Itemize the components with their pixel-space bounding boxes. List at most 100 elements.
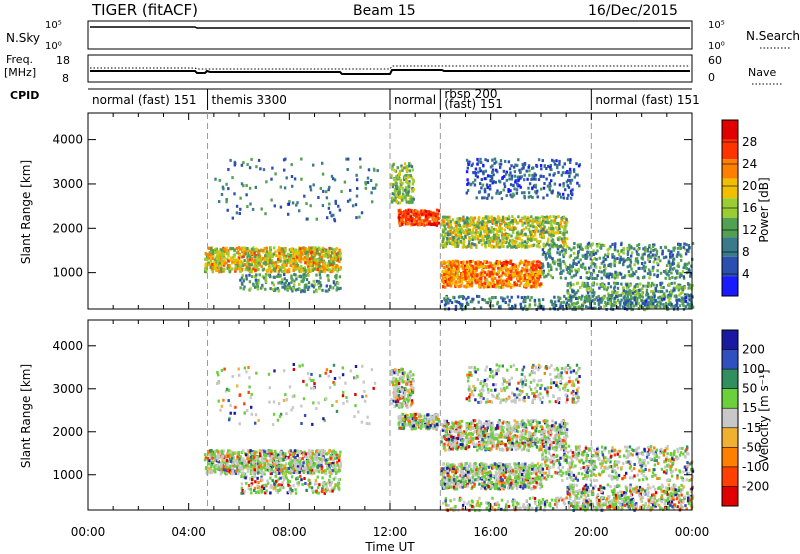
- data-cell: [275, 275, 278, 279]
- data-cell: [474, 233, 478, 237]
- cpid-segment-label: normal: [394, 93, 436, 107]
- data-cell: [606, 302, 610, 305]
- data-cell: [239, 207, 242, 211]
- data-cell: [573, 251, 576, 255]
- data-cell: [532, 281, 535, 285]
- data-cell: [530, 238, 533, 242]
- data-cell: [336, 258, 339, 262]
- data-cell: [580, 297, 583, 301]
- data-cell: [278, 246, 281, 250]
- data-cell: [474, 174, 478, 177]
- y-tick-label: 4000: [52, 133, 83, 147]
- data-cell: [477, 170, 480, 174]
- data-cell: [494, 265, 497, 268]
- data-cell: [435, 208, 439, 212]
- data-cell: [650, 247, 653, 251]
- data-cell: [307, 273, 310, 277]
- data-cell: [390, 174, 393, 178]
- data-cell: [488, 187, 492, 191]
- data-cell: [289, 453, 292, 456]
- data-cell: [259, 167, 262, 171]
- data-cell: [442, 285, 445, 289]
- data-cell: [668, 252, 672, 256]
- data-cell: [245, 184, 248, 188]
- data-cell: [452, 227, 456, 231]
- data-cell: [450, 278, 454, 282]
- data-cell: [453, 263, 456, 267]
- data-cell: [314, 246, 317, 250]
- data-cell: [524, 259, 527, 263]
- data-cell: [510, 245, 513, 249]
- data-cell: [212, 254, 215, 258]
- data-cell: [482, 273, 485, 277]
- data-cell: [451, 238, 455, 242]
- data-cell: [571, 302, 574, 306]
- data-cell: [544, 253, 547, 256]
- data-cell: [441, 270, 444, 274]
- data-cell: [614, 270, 617, 274]
- data-cell: [271, 166, 274, 170]
- data-cell: [367, 168, 371, 172]
- nsky-tick-hi-left: 10⁵: [45, 20, 62, 31]
- data-cell: [325, 190, 328, 194]
- data-cell: [415, 220, 419, 224]
- data-cell: [605, 288, 609, 292]
- data-cell: [689, 272, 692, 276]
- data-cell: [559, 244, 562, 248]
- data-cell: [550, 219, 553, 223]
- data-cell: [242, 252, 245, 256]
- data-cell: [264, 274, 267, 278]
- data-cell: [511, 304, 514, 308]
- data-cell: [406, 188, 409, 192]
- data-cell: [411, 182, 414, 186]
- data-cell: [667, 273, 670, 277]
- data-cell: [589, 304, 592, 307]
- data-cell: [499, 306, 502, 310]
- data-cell: [652, 253, 655, 257]
- data-cell: [534, 190, 537, 194]
- data-cell: [476, 264, 480, 268]
- data-cell: [647, 306, 651, 310]
- data-cell: [235, 247, 239, 250]
- data-cell: [616, 298, 620, 302]
- data-cell: [290, 280, 293, 284]
- data-cell: [485, 266, 488, 270]
- data-cell: [324, 254, 327, 258]
- data-cell: [283, 282, 286, 286]
- data-cell: [297, 249, 300, 253]
- data-cell: [631, 274, 635, 278]
- data-cell: [657, 300, 660, 304]
- data-cell: [517, 264, 521, 268]
- data-cell: [234, 258, 237, 262]
- data-cell: [630, 254, 633, 258]
- data-cell: [298, 282, 301, 286]
- data-cell: [550, 235, 553, 239]
- data-cell: [539, 235, 542, 238]
- data-cell: [399, 208, 402, 212]
- data-cell: [493, 283, 496, 287]
- data-cell: [662, 303, 665, 307]
- data-cell: [266, 268, 269, 272]
- data-cell: [579, 245, 582, 248]
- data-cell: [685, 243, 688, 247]
- data-cell: [490, 236, 494, 240]
- data-cell: [300, 264, 303, 268]
- data-cell: [542, 196, 545, 200]
- data-cell: [500, 274, 503, 278]
- data-cell: [527, 262, 530, 266]
- data-cell: [622, 291, 625, 295]
- data-cell: [328, 261, 332, 265]
- data-cell: [472, 219, 475, 223]
- data-cell: [479, 230, 482, 233]
- data-cell: [588, 244, 591, 248]
- data-cell: [581, 262, 585, 266]
- data-cell: [462, 215, 465, 219]
- data-cell: [536, 276, 539, 279]
- data-cell: [685, 267, 688, 270]
- data-cell: [664, 255, 668, 259]
- data-cell: [240, 281, 244, 285]
- data-cell: [666, 294, 670, 298]
- data-cell: [524, 245, 528, 249]
- data-cell: [296, 201, 299, 205]
- data-cell: [415, 209, 418, 213]
